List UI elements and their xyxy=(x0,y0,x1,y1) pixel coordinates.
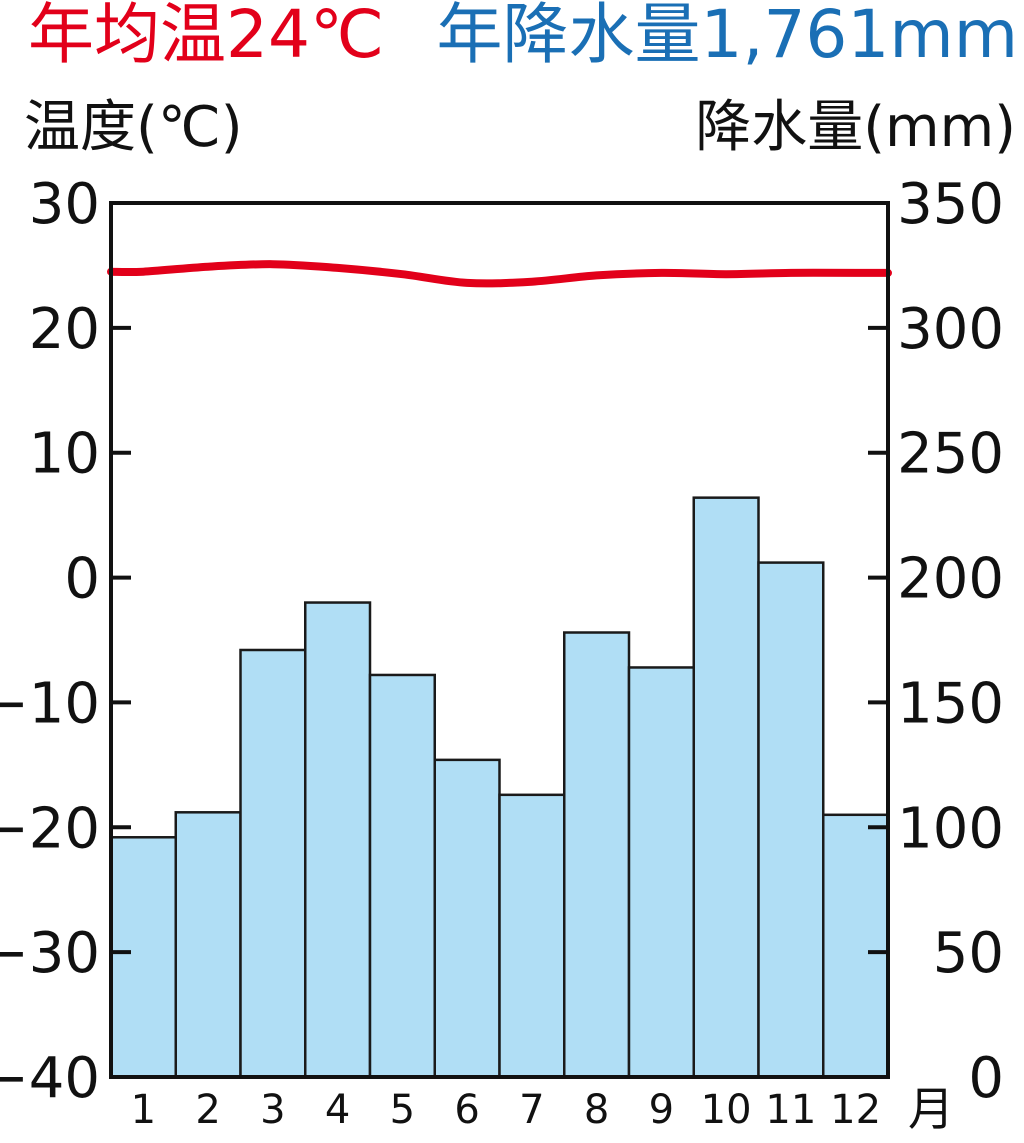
month-label: 7 xyxy=(519,1087,544,1133)
month-label: 8 xyxy=(584,1087,609,1133)
month-label: 3 xyxy=(260,1087,285,1133)
month-label: 9 xyxy=(649,1087,674,1133)
precipitation-bar xyxy=(563,631,631,1079)
temperature-tick-label: −40 xyxy=(0,1046,100,1111)
precipitation-tick-label: 150 xyxy=(897,671,1004,736)
temperature-tick-label: 0 xyxy=(64,547,100,612)
plot-frame xyxy=(109,201,890,1079)
temperature-tick-label: 20 xyxy=(29,297,100,362)
precipitation-bar xyxy=(433,758,501,1079)
precipitation-bar xyxy=(498,793,566,1079)
precipitation-tick-label: 350 xyxy=(897,172,1004,237)
precipitation-bar xyxy=(368,673,436,1079)
temperature-tick-label: 30 xyxy=(29,172,100,237)
month-label: 4 xyxy=(325,1087,350,1133)
temperature-tick-label: 10 xyxy=(29,422,100,487)
precipitation-bar xyxy=(109,836,177,1079)
temperature-line xyxy=(107,260,892,288)
month-label: 10 xyxy=(701,1087,752,1133)
month-label: 1 xyxy=(131,1087,156,1133)
precipitation-bars xyxy=(109,496,890,1079)
precipitation-bar xyxy=(304,601,372,1079)
temperature-ticks: 30 20 10 0 −10 −20 −30 −40 xyxy=(0,172,131,1111)
precipitation-tick-label: 200 xyxy=(897,547,1004,612)
temperature-tick-label: −20 xyxy=(0,796,100,861)
temperature-line-group xyxy=(107,260,892,288)
temperature-tick-label: −10 xyxy=(0,671,100,736)
month-labels: 1 2 3 4 5 6 7 8 9 10 11 12 月 xyxy=(131,1082,954,1136)
precipitation-bar xyxy=(627,666,695,1079)
precipitation-tick-label: 0 xyxy=(968,1046,1004,1111)
precipitation-bar xyxy=(174,811,242,1079)
month-unit-label: 月 xyxy=(908,1082,954,1136)
precipitation-bar xyxy=(239,648,307,1079)
temperature-axis-title: 温度(℃) xyxy=(24,95,243,160)
precipitation-tick-label: 100 xyxy=(897,796,1004,861)
precipitation-axis-title: 降水量(mm) xyxy=(695,95,1016,160)
month-label: 6 xyxy=(454,1087,479,1133)
precipitation-ticks: 350 300 250 200 150 100 50 0 xyxy=(868,172,1004,1111)
month-label: 12 xyxy=(830,1087,881,1133)
month-label: 11 xyxy=(765,1087,816,1133)
precipitation-bar xyxy=(757,561,825,1079)
precipitation-bar xyxy=(822,813,890,1079)
month-label: 2 xyxy=(195,1087,220,1133)
precipitation-tick-label: 300 xyxy=(897,297,1004,362)
precipitation-tick-label: 250 xyxy=(897,422,1004,487)
precipitation-bar xyxy=(692,496,760,1079)
temperature-tick-label: −30 xyxy=(0,921,100,986)
annual-temperature-header: 年均温24℃ xyxy=(28,0,385,73)
month-label: 5 xyxy=(390,1087,415,1133)
precipitation-tick-label: 50 xyxy=(933,921,1004,986)
annual-precipitation-header: 年降水量1,761mm xyxy=(436,0,1018,73)
